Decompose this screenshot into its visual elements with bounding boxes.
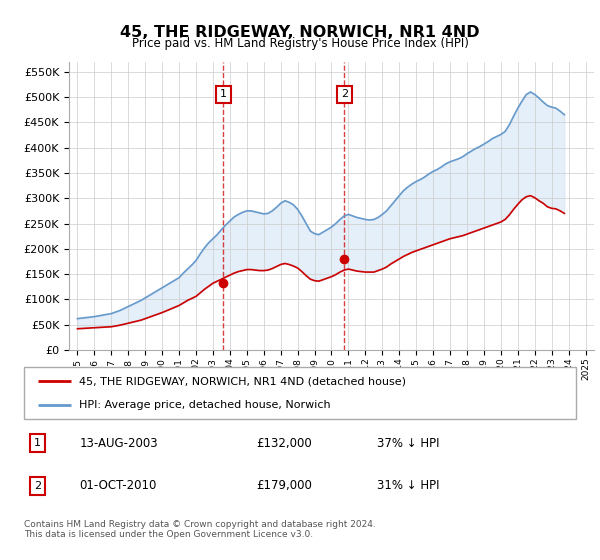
Text: Contains HM Land Registry data © Crown copyright and database right 2024.
This d: Contains HM Land Registry data © Crown c… [24,520,376,539]
Text: 31% ↓ HPI: 31% ↓ HPI [377,479,440,492]
FancyBboxPatch shape [24,367,576,419]
Text: Price paid vs. HM Land Registry's House Price Index (HPI): Price paid vs. HM Land Registry's House … [131,37,469,50]
Text: HPI: Average price, detached house, Norwich: HPI: Average price, detached house, Norw… [79,400,331,410]
Text: 45, THE RIDGEWAY, NORWICH, NR1 4ND: 45, THE RIDGEWAY, NORWICH, NR1 4ND [120,25,480,40]
Text: 37% ↓ HPI: 37% ↓ HPI [377,437,440,450]
Text: 13-AUG-2003: 13-AUG-2003 [79,437,158,450]
Text: 2: 2 [34,481,41,491]
Text: 45, THE RIDGEWAY, NORWICH, NR1 4ND (detached house): 45, THE RIDGEWAY, NORWICH, NR1 4ND (deta… [79,376,406,386]
Text: 1: 1 [220,90,227,100]
Text: £132,000: £132,000 [256,437,311,450]
Text: 1: 1 [34,438,41,449]
Text: 2: 2 [341,90,348,100]
Text: £179,000: £179,000 [256,479,312,492]
Text: 01-OCT-2010: 01-OCT-2010 [79,479,157,492]
